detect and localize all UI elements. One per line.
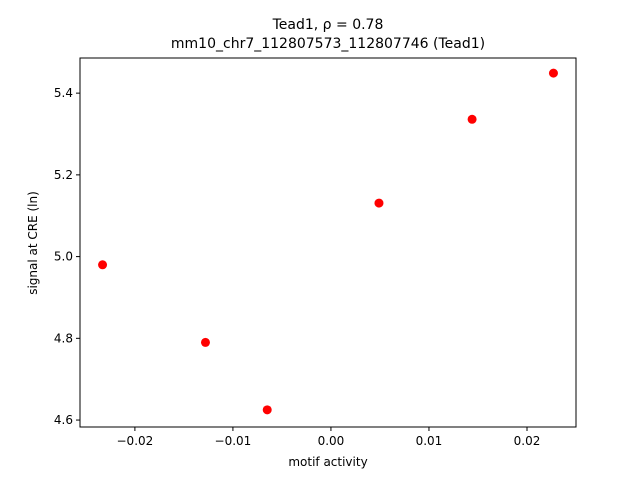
- point: [262, 405, 272, 415]
- x-tick-label: 0.02: [514, 434, 541, 448]
- point: [548, 68, 558, 78]
- x-tick-label: 0.01: [416, 434, 443, 448]
- x-tick-label: −0.02: [117, 434, 154, 448]
- point: [200, 337, 210, 347]
- chart-subtitle: mm10_chr7_112807573_112807746 (Tead1): [171, 36, 485, 52]
- y-tick-label: 5.2: [54, 168, 73, 182]
- x-tick-label: 0.00: [318, 434, 345, 448]
- point: [467, 114, 477, 124]
- point: [374, 198, 384, 208]
- x-tick-label: −0.01: [215, 434, 252, 448]
- chart-title: Tead1, ρ = 0.78: [272, 17, 384, 33]
- y-tick-label: 5.4: [54, 86, 73, 100]
- y-tick-label: 4.8: [54, 331, 73, 345]
- y-tick-label: 5.0: [54, 250, 73, 264]
- plot-frame: [79, 57, 577, 428]
- point: [98, 260, 108, 270]
- y-axis-label: signal at CRE (ln): [26, 191, 40, 295]
- y-tick-label: 4.6: [54, 413, 73, 427]
- x-axis-label: motif activity: [288, 455, 367, 469]
